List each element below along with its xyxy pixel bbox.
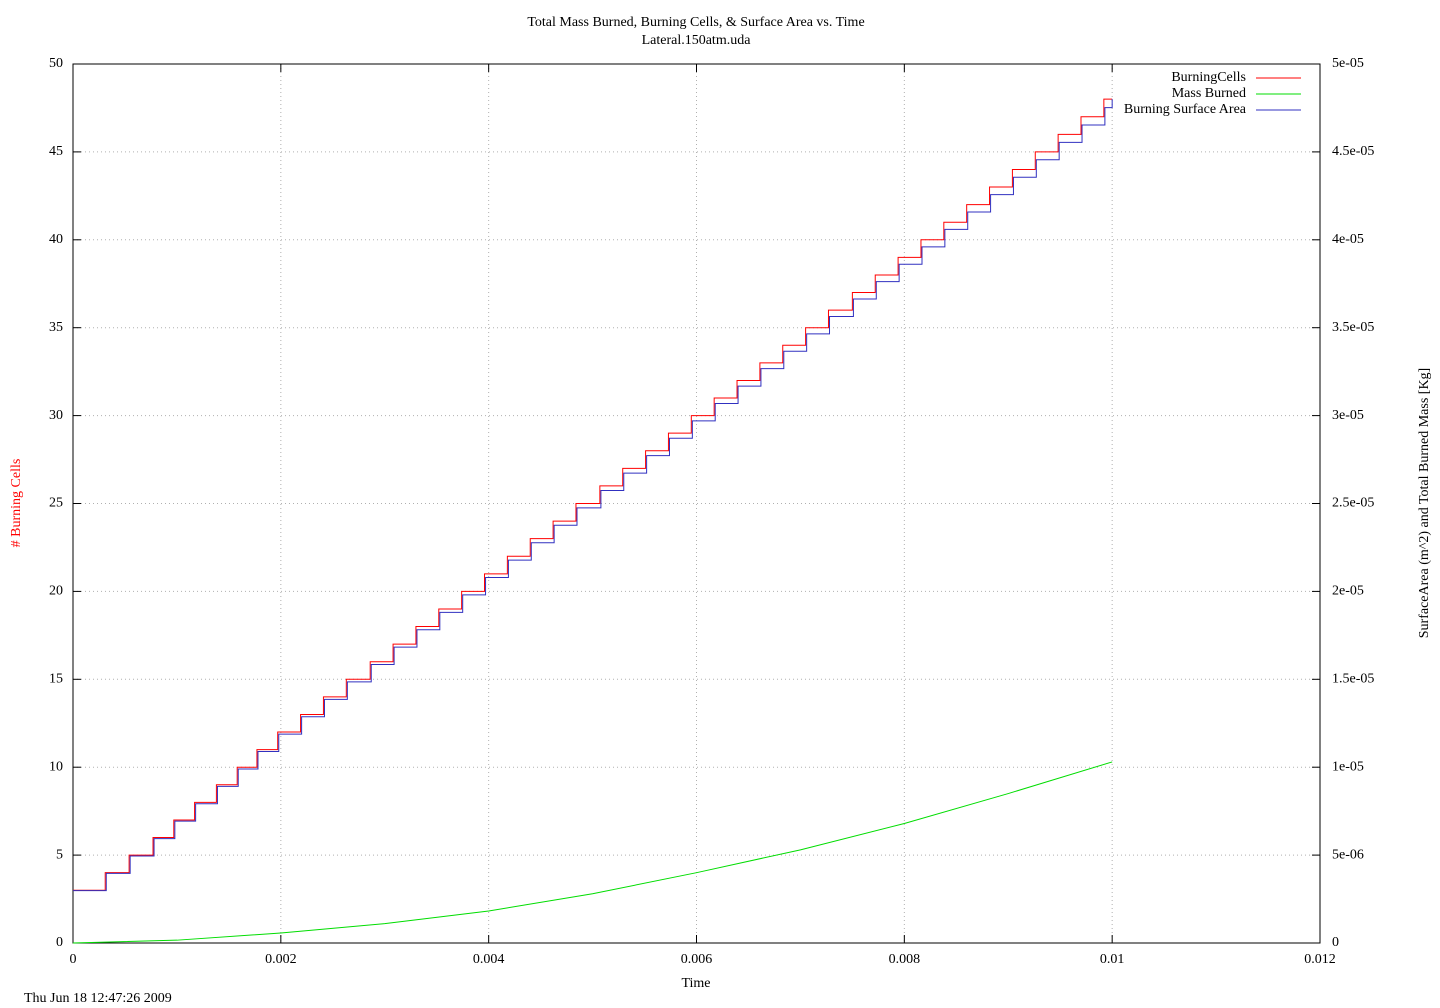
- y2-tick-label: 5e-05: [1332, 56, 1364, 71]
- y-tick-label: 20: [49, 584, 63, 599]
- y-tick-label: 40: [49, 232, 63, 247]
- y-tick-label: 15: [49, 672, 63, 687]
- y-tick-label: 50: [49, 56, 63, 71]
- y2-tick-label: 4.5e-05: [1332, 144, 1374, 159]
- y-tick-label: 35: [49, 320, 63, 335]
- timestamp: Thu Jun 18 12:47:26 2009: [24, 991, 172, 1006]
- y2-tick-label: 4e-05: [1332, 232, 1364, 247]
- y-tick-label: 30: [49, 408, 63, 423]
- chart-title: Total Mass Burned, Burning Cells, & Surf…: [527, 15, 864, 30]
- y2-tick-label: 1.5e-05: [1332, 672, 1374, 687]
- legend-label: BurningCells: [1171, 70, 1246, 85]
- x-tick-label: 0.006: [681, 952, 713, 967]
- x-tick-label: 0.01: [1100, 952, 1125, 967]
- x-tick-label: 0.012: [1304, 952, 1336, 967]
- series-line: [73, 99, 1113, 892]
- y2-tick-label: 3e-05: [1332, 408, 1364, 423]
- plot-frame: [72, 63, 1321, 944]
- y-tick-label: 0: [56, 935, 63, 950]
- y-tick-label: 10: [49, 759, 63, 774]
- y-tick-label: 45: [49, 144, 63, 159]
- y2-tick-label: 0: [1332, 935, 1339, 950]
- y-tick-label: 5: [56, 847, 63, 862]
- y-tick-label: 25: [49, 496, 63, 511]
- y2-tick-label: 2.5e-05: [1332, 496, 1374, 511]
- series-line: [73, 98, 1113, 891]
- x-tick-label: 0.002: [265, 952, 297, 967]
- y2-axis-label: SurfaceArea (m^2) and Total Burned Mass …: [1417, 368, 1432, 638]
- chart-subtitle: Lateral.150atm.uda: [642, 33, 752, 48]
- x-axis-label: Time: [681, 976, 710, 991]
- legend-label: Mass Burned: [1172, 86, 1246, 101]
- legend-label: Burning Surface Area: [1124, 102, 1247, 117]
- x-tick-label: 0: [70, 952, 77, 967]
- series-line: [72, 761, 1113, 944]
- x-tick-label: 0.004: [473, 952, 505, 967]
- y2-tick-label: 5e-06: [1332, 847, 1364, 862]
- y2-tick-label: 1e-05: [1332, 759, 1364, 774]
- y2-tick-label: 2e-05: [1332, 584, 1364, 599]
- y2-tick-label: 3.5e-05: [1332, 320, 1374, 335]
- x-tick-label: 0.008: [889, 952, 921, 967]
- y-axis-label: # Burning Cells: [9, 459, 24, 548]
